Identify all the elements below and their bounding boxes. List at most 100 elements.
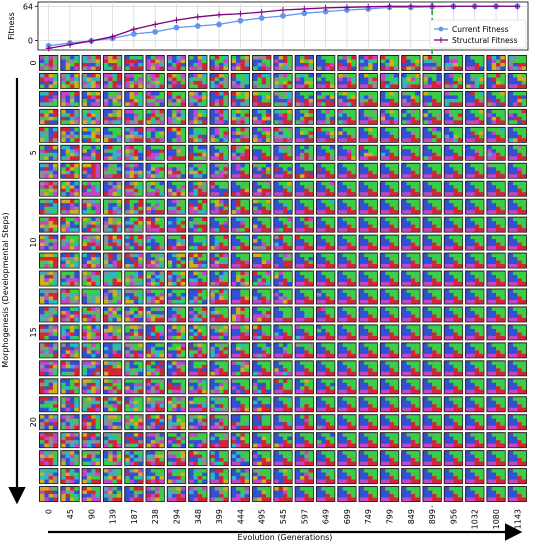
cell-pixel <box>279 156 284 160</box>
cell-pixel <box>74 225 79 229</box>
cell-pixel <box>253 113 258 117</box>
cell-pixel <box>317 66 322 70</box>
cell-pixel <box>160 261 165 265</box>
cell-pixel <box>423 171 428 175</box>
cell-pixel <box>266 164 271 168</box>
cell-pixel <box>513 113 518 117</box>
cell-pixel <box>87 236 92 240</box>
cell-pixel <box>475 171 480 175</box>
cell-pixel <box>296 120 301 124</box>
cell-pixel <box>44 167 49 171</box>
cell-pixel <box>61 185 66 189</box>
cell-pixel <box>381 236 386 240</box>
cell-pixel <box>219 81 224 85</box>
cell-pixel <box>176 174 181 178</box>
cell-pixel <box>172 218 177 222</box>
cell-pixel <box>300 210 305 214</box>
cell-pixel <box>96 95 101 99</box>
cell-pixel <box>381 264 386 268</box>
cell-pixel <box>232 131 237 135</box>
cell-pixel <box>44 200 49 204</box>
grid-cell <box>60 253 79 269</box>
cell-pixel <box>402 66 407 70</box>
cell-pixel <box>466 192 471 196</box>
cell-pixel <box>223 117 228 121</box>
grid-cell <box>486 127 505 143</box>
cell-pixel <box>309 207 314 211</box>
cell-pixel <box>236 225 241 229</box>
cell-pixel <box>147 135 152 139</box>
cell-pixel <box>262 59 267 63</box>
cell-pixel <box>373 264 378 268</box>
cell-pixel <box>236 243 241 247</box>
cell-pixel <box>160 146 165 150</box>
cell-pixel <box>373 63 378 67</box>
cell-pixel <box>390 182 395 186</box>
cell-pixel <box>40 164 45 168</box>
cell-pixel <box>215 239 220 243</box>
cell-pixel <box>117 246 122 250</box>
grid-cell <box>465 235 484 251</box>
cell-pixel <box>360 264 365 268</box>
cell-pixel <box>287 56 292 60</box>
cell-pixel <box>113 102 118 106</box>
grid-cell <box>124 73 143 89</box>
cell-pixel <box>445 203 450 207</box>
cell-pixel <box>283 171 288 175</box>
cell-pixel <box>283 138 288 142</box>
cell-pixel <box>351 164 356 168</box>
cell-pixel <box>351 218 356 222</box>
cell-pixel <box>91 74 96 78</box>
cell-pixel <box>411 174 416 178</box>
cell-pixel <box>61 84 66 88</box>
cell-pixel <box>176 167 181 171</box>
grid-cell <box>82 235 101 251</box>
grid-cell <box>380 145 399 161</box>
cell-pixel <box>309 99 314 103</box>
cell-pixel <box>172 167 177 171</box>
cell-pixel <box>91 146 96 150</box>
cell-pixel <box>113 113 118 117</box>
cell-pixel <box>402 84 407 88</box>
cell-pixel <box>189 236 194 240</box>
grid-cell <box>316 253 335 269</box>
cell-pixel <box>138 59 143 63</box>
cell-pixel <box>360 95 365 99</box>
cell-pixel <box>202 59 207 63</box>
grid-cell <box>273 253 292 269</box>
grid-cell <box>337 253 356 269</box>
cell-pixel <box>496 164 501 168</box>
cell-pixel <box>193 182 198 186</box>
cell-pixel <box>83 63 88 67</box>
cell-pixel <box>347 113 352 117</box>
cell-pixel <box>155 167 160 171</box>
cell-pixel <box>96 153 101 157</box>
grid-cell <box>359 199 378 215</box>
cell-pixel <box>74 113 79 117</box>
cell-pixel <box>283 66 288 70</box>
cell-pixel <box>74 95 79 99</box>
cell-pixel <box>176 84 181 88</box>
cell-pixel <box>432 84 437 88</box>
cell-pixel <box>117 117 122 121</box>
cell-pixel <box>304 117 309 121</box>
grid-cell <box>444 235 463 251</box>
cell-pixel <box>40 254 45 258</box>
cell-pixel <box>522 84 527 88</box>
cell-pixel <box>168 92 173 96</box>
cell-pixel <box>309 135 314 139</box>
cell-pixel <box>253 77 258 81</box>
cell-pixel <box>125 113 130 117</box>
cell-pixel <box>215 185 220 189</box>
cell-pixel <box>496 167 501 171</box>
cell-pixel <box>96 84 101 88</box>
cell-pixel <box>210 153 215 157</box>
cell-pixel <box>445 221 450 225</box>
cell-pixel <box>91 56 96 60</box>
cell-pixel <box>147 156 152 160</box>
cell-pixel <box>428 207 433 211</box>
cell-pixel <box>91 228 96 232</box>
cell-pixel <box>402 95 407 99</box>
cell-pixel <box>423 200 428 204</box>
cell-pixel <box>513 63 518 67</box>
